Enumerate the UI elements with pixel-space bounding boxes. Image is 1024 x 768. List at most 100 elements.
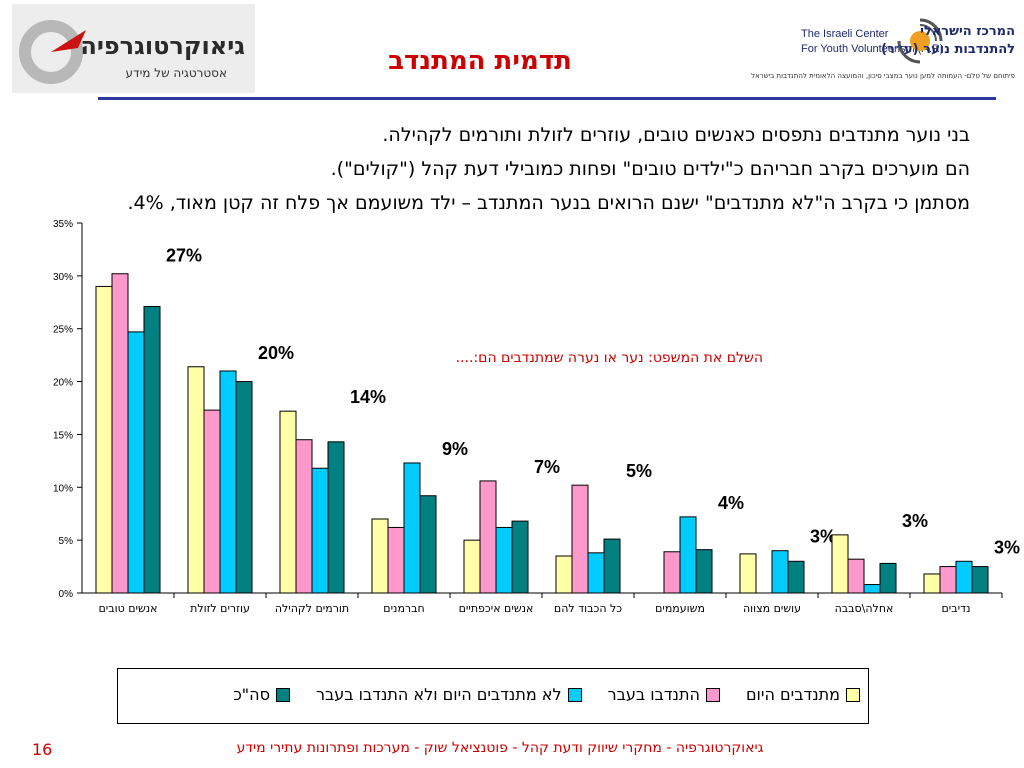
data-label: 5% (626, 461, 652, 481)
israeli-center-logo: The Israeli Center For Youth Volunteeris… (751, 6, 1017, 88)
legend-label: סה"כ (233, 685, 270, 704)
bar (787, 560, 805, 594)
bar (511, 520, 529, 594)
right-logo-small-text: פיתוחם של טלם- העמותה למען נוער במצבי סי… (751, 72, 1015, 80)
category-label: כל הכבוד להם (554, 602, 622, 615)
bar (495, 526, 513, 594)
legend-swatch (275, 687, 290, 702)
y-tick-label: 30% (53, 272, 73, 283)
data-label: 3% (994, 537, 1020, 557)
bar (479, 480, 497, 594)
bar (111, 273, 129, 594)
data-label: 14% (350, 387, 386, 407)
legend-item-volunteers-today: מתנדבים היום (746, 685, 860, 704)
bar (295, 439, 313, 594)
chart-legend: מתנדבים היום התנדבו בעבר לא מתנדבים היום… (117, 668, 869, 724)
category-label: נדיבים (942, 602, 971, 615)
category-label: אחלה\סבבה (835, 602, 894, 615)
bar (371, 518, 389, 594)
data-label: 3% (810, 527, 836, 547)
bar (127, 331, 145, 594)
bar (695, 549, 713, 594)
right-logo-he-line1: המרכז הישראלי (920, 24, 1015, 39)
bar (603, 538, 621, 594)
data-label: 9% (442, 439, 468, 459)
header-divider (98, 97, 996, 100)
page-number: 16 (32, 740, 53, 759)
bar (679, 516, 697, 594)
legend-item-volunteered-past: התנדבו בעבר (608, 685, 720, 704)
data-label: 7% (534, 457, 560, 477)
legend-label: לא מתנדבים היום ולא התנדבו בעבר (315, 685, 562, 704)
bullet-item: מסתמן כי בקרב ה"לא מתנדבים" ישנם הרואים … (127, 192, 970, 214)
legend-label: התנדבו בעבר (607, 685, 700, 704)
bar (571, 484, 589, 594)
bar (939, 566, 957, 594)
legend-swatch (705, 687, 720, 702)
bar (387, 526, 405, 594)
bar (555, 555, 573, 594)
y-tick-label: 20% (53, 378, 73, 389)
right-logo-he-line2: להתנדבות נוער (ע״ר) (881, 42, 1015, 57)
bar (235, 381, 253, 594)
bar (663, 551, 681, 594)
legend-label: מתנדבים היום (745, 685, 840, 704)
bar (923, 573, 941, 594)
category-label: אנשים טובים (98, 602, 157, 615)
bar (187, 366, 205, 594)
right-logo-en-line1: The Israeli Center (801, 28, 889, 40)
bar (879, 562, 897, 594)
legend-swatch (846, 687, 860, 702)
legend-item-non-volunteers: לא מתנדבים היום ולא התנדבו בעבר (316, 685, 582, 704)
bullet-item: בני נוער מתנדבים נתפסים כאנשים טובים, עו… (382, 124, 970, 146)
bar (95, 285, 113, 594)
page-title: תדמית המתנדב (388, 46, 572, 76)
legend-item-total: סה"כ (233, 685, 290, 704)
bar (463, 539, 481, 594)
y-tick-label: 5% (59, 536, 74, 547)
sun-logo-icon (897, 18, 943, 64)
right-logo-en-line2: For Youth Volunteerism (A.R) (801, 43, 944, 55)
bar (831, 534, 849, 594)
bullet-list: בני נוער מתנדבים נתפסים כאנשים טובים, עו… (92, 122, 970, 224)
bar (863, 584, 881, 594)
category-label: עוזרים לזולת (190, 602, 250, 615)
bar (219, 370, 237, 594)
y-tick-label: 25% (53, 325, 73, 336)
bar (587, 552, 605, 594)
bar (739, 553, 757, 594)
category-label: אנשים איכפתיים (459, 602, 534, 615)
bar (311, 467, 329, 594)
geocartography-logo: גיאוקרטוגרפיה אסטרטגיה של מידע (12, 4, 255, 93)
category-label: משועממים (655, 602, 705, 615)
y-tick-label: 35% (53, 219, 73, 230)
bar (143, 306, 161, 594)
category-label: חברמנים (383, 602, 424, 615)
left-logo-tagline: אסטרטגיה של מידע (125, 66, 227, 80)
bar (403, 462, 421, 594)
bar (971, 566, 989, 594)
y-tick-label: 15% (53, 430, 73, 441)
category-label: תורמים לקהילה (275, 602, 349, 615)
bar (955, 560, 973, 594)
data-label: 3% (902, 511, 928, 531)
g-logo-icon (19, 20, 86, 84)
category-label: עושים מצווה (743, 602, 801, 615)
left-logo-brand: גיאוקרטוגרפיה (80, 32, 245, 60)
bullet-item: הם מוערכים בקרב חבריהם כ"ילדים טובים" ופ… (330, 158, 970, 180)
bar (279, 410, 297, 594)
legend-swatch (567, 687, 582, 702)
bar (203, 409, 221, 594)
y-tick-label: 10% (53, 483, 73, 494)
bar (771, 550, 789, 594)
completion-note: השלם את המשפט: נער או נערה שמתנדבים הם:.… (455, 350, 763, 366)
data-label: 4% (718, 493, 744, 513)
data-label: 20% (258, 343, 294, 363)
bar (847, 558, 865, 594)
bar (327, 441, 345, 594)
bar (419, 495, 437, 594)
y-tick-label: 0% (59, 589, 74, 600)
data-label: 27% (166, 246, 202, 266)
footer-text: גיאוקרטוגרפיה - מחקרי שיווק ודעת קהל - פ… (236, 740, 764, 756)
bar-chart: 0% 5% 10% 15% 20% 25% 30% 35% 27% אנשים טובים 20% ע… (53, 219, 1020, 615)
